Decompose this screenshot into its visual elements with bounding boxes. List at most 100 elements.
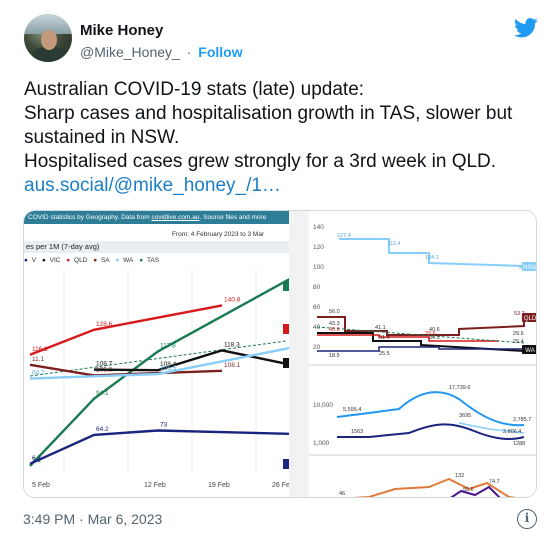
tweet-text: Australian COVID-19 stats (late) update:… [24, 78, 544, 198]
author-name[interactable]: Mike Honey [80, 22, 164, 39]
series-line-qld [29, 304, 223, 356]
right-chart-panel: 20406080100120140127.4112.4104.196.456.0… [309, 211, 537, 497]
data-label: 116.1 [32, 346, 48, 353]
data-label: 40.6 [329, 327, 340, 333]
panel-divider [289, 211, 309, 497]
data-label: 3695 [459, 413, 471, 419]
tweet-line: Australian COVID-19 stats (late) update: [24, 79, 365, 100]
data-label: 118.3 [224, 341, 240, 348]
date-range: From: 4 February 2023 to 3 Mar [172, 231, 265, 238]
y-tick-label: 40 [313, 324, 321, 331]
data-label: 56.0 [329, 309, 340, 315]
author-handle[interactable]: @Mike_Honey_ [80, 44, 180, 60]
data-label: 108.1 [224, 362, 241, 369]
series-end-tag [522, 262, 536, 271]
series-line-cases [336, 391, 525, 427]
data-label: 33.6 [425, 331, 436, 337]
tweet-timestamp[interactable]: 3:49 PM · Mar 6, 2023 [23, 511, 163, 527]
separator: · [186, 44, 192, 60]
legend-item: ● WA [115, 257, 134, 264]
header-link[interactable]: covidlive.com.au [151, 214, 200, 221]
header-text: COVID statistics by Geography. Data from [28, 214, 150, 221]
data-label: 34.3 [429, 335, 440, 341]
series-line-v [29, 429, 289, 465]
y-tick-label: 100 [313, 264, 324, 271]
cases-line-chart: 2.194.1117.8156.5116.1128.6140.811.1105.… [29, 269, 289, 489]
follow-button[interactable]: Follow [198, 44, 243, 60]
data-label: 74.7 [489, 479, 500, 485]
series-end-label: WA [525, 348, 534, 354]
info-icon[interactable]: i [517, 509, 537, 529]
trend-line [29, 340, 287, 377]
series-line-vic [93, 349, 289, 372]
data-label: 25.5 [379, 351, 390, 357]
series-line-wa [29, 346, 289, 380]
data-label: 53.2 [514, 311, 525, 317]
tweet-media[interactable]: COVID statistics by Geography. Data from… [23, 210, 537, 498]
x-tick-label: 19 Feb [208, 482, 230, 489]
series-end-marker [283, 324, 289, 334]
data-label: 41.1 [375, 325, 386, 331]
chart-legend: ● V ● VIC ● QLD ● SA ● WA ● TAS [24, 257, 163, 264]
data-label: 1288 [513, 441, 525, 447]
data-label: 1563 [351, 429, 363, 435]
y-tick-label: 80 [313, 284, 321, 291]
legend-item: ● SA [93, 257, 110, 264]
legend-item: ● VIC [41, 257, 61, 264]
x-tick-label: 26 Feb [272, 482, 289, 489]
data-label: 64.2 [96, 426, 109, 433]
series-line-red [317, 334, 499, 342]
chart-source-header: COVID statistics by Geography. Data from… [24, 211, 289, 224]
series-end-tag [522, 313, 536, 322]
data-label: 6.3 [32, 455, 41, 462]
data-label: 117.8 [160, 342, 176, 349]
data-label: 31.4 [379, 335, 390, 341]
series-end-tag [522, 345, 536, 354]
data-label: 128.6 [96, 321, 113, 328]
data-label: 40.6 [429, 327, 440, 333]
data-label: 132 [455, 473, 464, 479]
tweet-line: Hospitalised cases grew strongly for a 3… [24, 151, 497, 172]
x-tick-label: 12 Feb [144, 482, 166, 489]
data-label: 140.8 [224, 296, 241, 303]
tweet-link[interactable]: aus.social/@mike_honey_/1… [24, 175, 281, 196]
data-label: 18.5 [329, 353, 340, 359]
series-line-wa [317, 332, 525, 352]
y-tick-label: 120 [313, 244, 324, 251]
avatar[interactable] [24, 14, 72, 62]
series-line-purple [450, 485, 501, 497]
y-tick-label: 140 [313, 224, 324, 231]
data-label: 2,785.7 [513, 417, 531, 423]
legend-item: ● TAS [139, 257, 160, 264]
data-label: 04.2 [32, 370, 45, 377]
y-tick-label: 1,000 [313, 440, 330, 447]
data-label: 29.4 [513, 339, 524, 345]
series-end-label: NSW [523, 265, 537, 271]
data-label: 112.4 [387, 241, 400, 247]
data-label: 2,806.4 [503, 429, 521, 435]
data-label: 46 [339, 491, 345, 497]
data-label: 43.3 [329, 321, 340, 327]
twitter-bird-icon[interactable] [514, 18, 538, 38]
series-line-nsw [339, 238, 525, 267]
data-label: 108.7 [96, 361, 113, 368]
series-end-marker [283, 459, 289, 469]
series-line-light [458, 422, 525, 434]
y-tick-label: 60 [313, 304, 321, 311]
hospitalisation-charts: 20406080100120140127.4112.4104.196.456.0… [309, 224, 537, 497]
data-label: 108.4 [160, 361, 177, 368]
data-label: 94.1 [96, 390, 109, 397]
data-label: 55.6 [463, 487, 474, 493]
data-label: 17,739.6 [449, 385, 470, 391]
y-tick-label: 20 [313, 344, 321, 351]
handle-row: @Mike_Honey_ · Follow [80, 44, 243, 60]
data-label: 127.4 [337, 233, 351, 239]
data-label: 73 [160, 422, 168, 429]
series-line-orange [352, 477, 517, 497]
legend-item: ● V [24, 257, 37, 264]
series-line-hosp [337, 423, 525, 440]
tweet-line: Sharp cases and hospitalisation growth i… [24, 103, 513, 148]
data-label: 5,595.4 [343, 407, 361, 413]
series-line-qld [317, 316, 525, 336]
data-label: 29.6 [513, 331, 524, 337]
